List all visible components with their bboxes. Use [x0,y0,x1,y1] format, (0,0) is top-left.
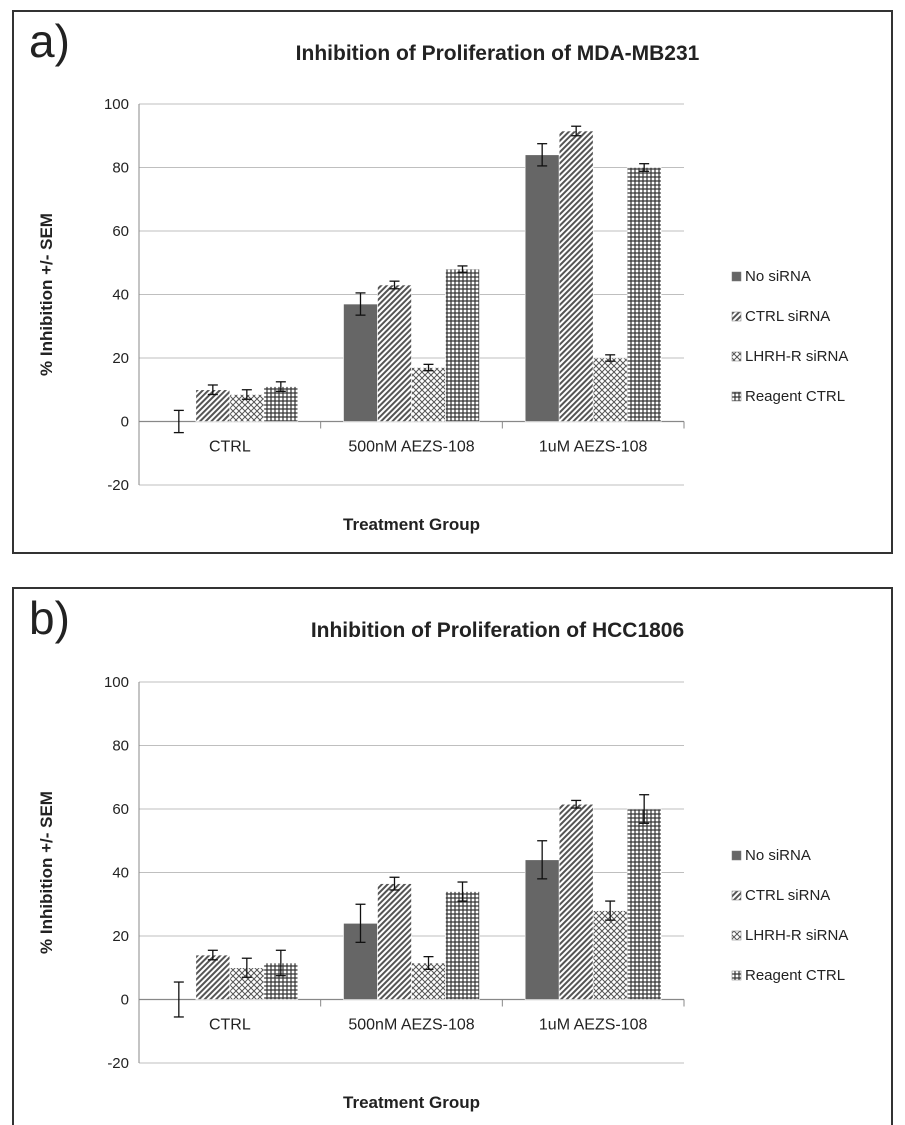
legend-label: LHRH-R siRNA [745,927,848,944]
legend-swatch [731,351,742,362]
y-tick-label: 40 [112,865,129,882]
legend-label: No siRNA [745,268,811,285]
y-tick-label: 80 [112,160,129,177]
bar [411,367,446,422]
x-category-label: CTRL [209,439,251,456]
legend-swatch [731,930,742,941]
y-tick-label: 0 [121,992,129,1009]
y-tick-label: 0 [121,414,129,431]
y-tick-label: 20 [112,350,129,367]
legend-label: CTRL siRNA [745,887,830,904]
chart-svg: -20 0 20 40 60 80 100 CTRL 500nM AEZS-108 1uM AEZ… [37,96,848,534]
bar [524,154,560,422]
y-tick-label: -20 [107,1055,129,1072]
panel-label: a) [29,15,70,67]
legend-label: Reagent CTRL [745,967,845,984]
chart-svg: -20 0 20 40 60 80 100 CTRL 500nM AEZS-108 1uM AEZ… [37,674,848,1112]
bar [445,268,480,422]
legend-swatch [731,970,742,981]
legend-label: No siRNA [745,847,811,864]
legend-label: Reagent CTRL [745,388,845,405]
y-tick-label: -20 [107,477,129,494]
y-tick-label: 60 [112,801,129,818]
bar [263,386,299,422]
bar [524,859,560,1000]
y-tick-label: 20 [112,928,129,945]
bar [377,284,412,422]
y-axis-title: % Inhibition +/- SEM [37,791,56,954]
chart-panel-b: b) Inhibition of Proliferation of HCC180… [12,587,893,1125]
x-category-label: CTRL [209,1017,251,1034]
legend-swatch [731,271,742,282]
bar [626,167,662,422]
chart-panel-a: a) Inhibition of Proliferation of MDA-MB… [12,10,893,554]
y-axis-title: % Inhibition +/- SEM [37,213,56,376]
legend-swatch [731,850,742,861]
bar [558,130,594,422]
panel-label: b) [29,592,70,644]
chart-title: Inhibition of Proliferation of MDA-MB231 [295,42,700,65]
bar [592,910,628,1000]
x-category-label: 1uM AEZS-108 [539,439,648,456]
bar [445,891,480,1000]
bar [626,808,662,1000]
legend-swatch [731,391,742,402]
y-tick-label: 80 [112,738,129,755]
x-category-label: 500nM AEZS-108 [348,1017,474,1034]
y-tick-label: 60 [112,223,129,240]
x-category-label: 1uM AEZS-108 [539,1017,648,1034]
y-tick-label: 100 [104,674,129,691]
bar [592,357,628,422]
bar [558,803,594,1000]
legend-swatch [731,311,742,322]
x-category-label: 500nM AEZS-108 [348,439,474,456]
x-axis-title: Treatment Group [343,515,480,534]
legend-label: LHRH-R siRNA [745,348,848,365]
y-tick-label: 40 [112,287,129,304]
bar [343,303,378,422]
chart-title: Inhibition of Proliferation of HCC1806 [310,619,685,642]
legend-swatch [731,890,742,901]
y-tick-label: 100 [104,96,129,113]
bar [377,883,412,1000]
legend-label: CTRL siRNA [745,308,830,325]
bar [195,954,231,1000]
x-axis-title: Treatment Group [343,1093,480,1112]
